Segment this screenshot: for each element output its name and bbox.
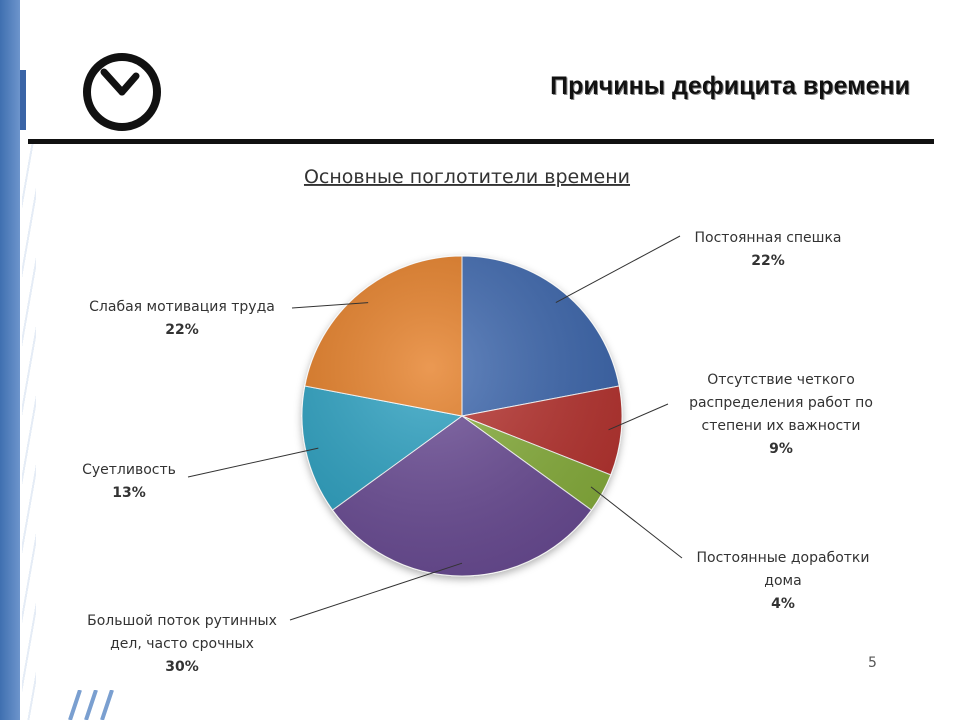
slice-label-6: Слабая мотивация труда 22% [89,299,275,338]
slice-label-line: Отсутствие четкого [707,372,855,388]
slice-value-label: 22% [751,253,785,269]
slice-label-3: Постоянные доработки дома 4% [697,550,870,612]
chart-title: Основные поглотители времени [304,166,630,188]
title-divider [28,139,934,144]
slice-label-line: степени их важности [702,418,861,434]
slice-value-label: 4% [771,596,795,612]
slice-label-line: Большой поток рутинных [87,613,277,629]
slice-value-label: 30% [165,659,199,675]
leader-line-5 [187,447,319,478]
corner-decoration [68,690,114,720]
slice-label-line: Суетливость [82,462,176,478]
slice-label-2: Отсутствие четкого распределения работ по… [689,372,873,457]
leader-line-6 [291,302,369,309]
slice-label-5: Суетливость 13% [82,462,176,501]
slice-label-line: дома [764,573,801,589]
left-stripes-decoration [22,140,36,720]
leader-line-4 [289,562,463,621]
slice-value-label: 9% [769,441,793,457]
slide-title: Причины дефицита времени [550,72,910,100]
left-accent-block [20,70,26,130]
slice-label-line: Постоянные доработки [697,550,870,566]
leader-line-1 [555,235,681,304]
slice-label-line: дел, часто срочных [110,636,254,652]
slice-label-line: Постоянная спешка [695,230,842,246]
slice-label-4: Большой поток рутинных дел, часто срочных… [87,613,277,675]
slice-value-label: 13% [112,485,146,501]
slice-label-1: Постоянная спешка 22% [695,230,842,269]
clock-icon [83,53,161,131]
slice-label-line: Слабая мотивация труда [89,299,275,315]
left-accent-bar [0,0,20,720]
slide-number: 5 [868,655,877,671]
slice-label-line: распределения работ по [689,395,873,411]
slice-value-label: 22% [165,322,199,338]
leader-line-2 [608,403,669,431]
leader-line-3 [590,486,683,559]
